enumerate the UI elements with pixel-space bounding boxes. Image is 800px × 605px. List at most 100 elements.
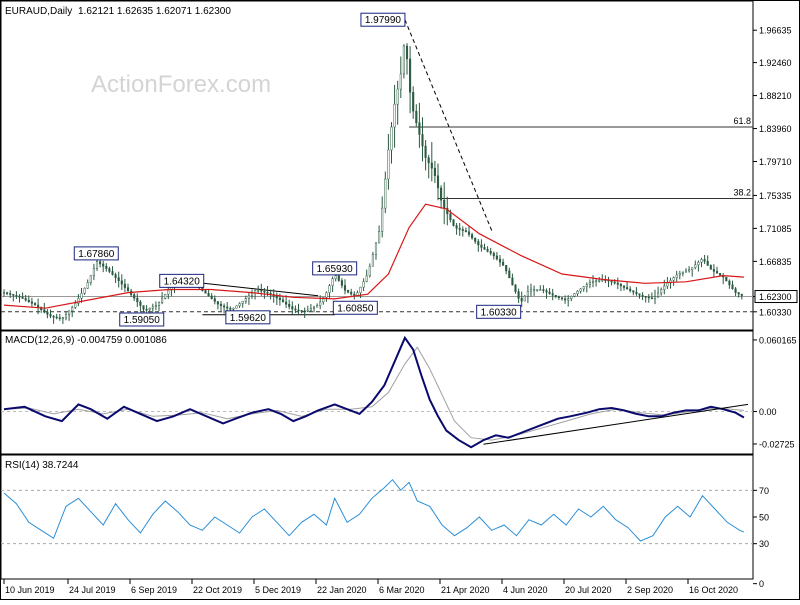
candle-body: [337, 275, 340, 281]
macd-series: [3, 335, 749, 449]
candle-body: [139, 301, 142, 306]
candle-body: [291, 306, 294, 310]
candle-body: [412, 92, 415, 112]
candle-body: [368, 266, 371, 277]
candle-body: [474, 237, 477, 242]
candle-body: [464, 230, 467, 233]
price-panel: ActionForex.com EURAUD,Daily 1.62121 1.6…: [0, 0, 798, 331]
candle-body: [154, 305, 157, 308]
candle-body: [489, 251, 492, 254]
candle-body: [396, 88, 399, 105]
candle-body: [644, 296, 647, 298]
candle-body: [328, 285, 331, 293]
macd-panel: MACD(12,26,9) -0.004759 0.001086 0.06016…: [0, 330, 797, 455]
candle-body: [387, 149, 390, 180]
candle-body: [626, 287, 629, 290]
candle-body: [365, 275, 368, 282]
candle-body: [681, 271, 684, 274]
candle-body: [6, 292, 9, 294]
price-label-box: [73, 246, 119, 261]
price-axis: 1.96635 1.92460 1.88210 1.83960 1.79710 1.753…: [753, 26, 798, 317]
price-label-1.60330: 1.60330: [481, 307, 518, 318]
candle-body: [560, 297, 564, 300]
time-tick-label-8: 4 Jun 2020: [503, 585, 548, 595]
candle-body: [340, 280, 343, 286]
time-tick-label-3: 22 Oct 2019: [193, 585, 242, 595]
candle-body: [529, 289, 533, 292]
rsi-guides: [1, 489, 753, 545]
candle-body: [502, 261, 505, 266]
candle-body: [638, 293, 641, 296]
candle-body: [719, 273, 722, 276]
macd-tick-label-0.060165: 0.060165: [759, 335, 797, 345]
price-annotations: 1.67860 1.64320 1.59050 1.59620 1.65930 1.608…: [73, 12, 522, 327]
candle-body: [548, 291, 551, 294]
candle-body: [526, 290, 529, 297]
candle-body: [133, 294, 136, 299]
candle-body: [117, 277, 120, 282]
price-tick-label-1.60330: 1.60330: [759, 307, 792, 317]
candle-body: [77, 298, 80, 304]
time-tick-label-6: 6 Mar 2020: [379, 585, 425, 595]
candle-body: [250, 292, 254, 297]
candle-body: [83, 288, 86, 294]
candle-body: [49, 314, 52, 317]
candle-body: [669, 280, 672, 284]
candle-body: [477, 241, 480, 246]
candle-body: [257, 289, 260, 292]
candle-body: [657, 292, 660, 297]
candle-body: [241, 300, 244, 304]
time-tick-label-9: 20 Jul 2020: [565, 585, 612, 595]
candle-body: [24, 298, 27, 301]
candle-body: [2, 292, 6, 294]
candle-body: [663, 285, 666, 290]
candle-body: [588, 282, 591, 285]
candle-body: [520, 298, 523, 302]
candle-body: [582, 286, 585, 290]
rsi-line: [3, 478, 745, 542]
candle-body: [536, 289, 539, 291]
candle-body: [629, 288, 632, 291]
price-tick-label-1.83960: 1.83960: [759, 124, 792, 134]
candle-body: [12, 294, 15, 296]
candle-body: [71, 307, 74, 312]
candle-body: [653, 296, 657, 299]
candle-body: [306, 309, 309, 312]
time-tick-label-0: 10 Jun 2019: [5, 585, 55, 595]
candle-body: [136, 297, 139, 303]
candle-body: [46, 311, 49, 315]
candle-body: [111, 271, 114, 275]
price-series: [2, 43, 744, 324]
candle-body: [433, 167, 436, 176]
macd-tick-label-0.00: 0.00: [759, 407, 777, 417]
rsi-tick-label-50: 50: [759, 513, 769, 523]
candle-body: [325, 292, 328, 298]
candle-body: [505, 264, 508, 272]
candle-body: [678, 273, 681, 276]
candle-body: [622, 285, 626, 288]
candle-body: [635, 291, 638, 294]
candle-body: [232, 307, 235, 310]
candle-body: [421, 134, 424, 147]
candle-body: [244, 298, 247, 302]
candle-body: [449, 213, 452, 220]
candle-body: [219, 303, 223, 307]
candle-body: [684, 270, 688, 273]
candle-body: [461, 229, 464, 231]
candle-body: [598, 279, 601, 282]
candle-body: [331, 278, 334, 286]
candle-body: [316, 305, 319, 308]
candle-body: [480, 244, 483, 248]
candle-body: [27, 299, 30, 302]
candle-body: [712, 269, 715, 272]
candle-body: [86, 282, 89, 289]
candle-body: [446, 207, 449, 215]
candle-body: [405, 45, 409, 60]
macd-trendline: [483, 403, 749, 445]
candle-body: [402, 45, 405, 75]
candle-body: [142, 305, 145, 310]
candle-body: [610, 280, 613, 283]
candle-body: [632, 290, 635, 293]
candle-body: [725, 276, 728, 282]
moving-average-line: [3, 203, 744, 309]
